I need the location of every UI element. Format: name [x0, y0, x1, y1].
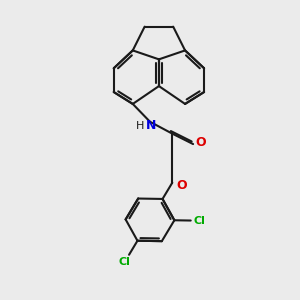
- Text: H: H: [136, 121, 145, 130]
- Text: O: O: [196, 136, 206, 149]
- Text: O: O: [177, 178, 188, 192]
- Text: Cl: Cl: [193, 216, 205, 226]
- Text: Cl: Cl: [119, 257, 131, 267]
- Text: N: N: [146, 119, 156, 132]
